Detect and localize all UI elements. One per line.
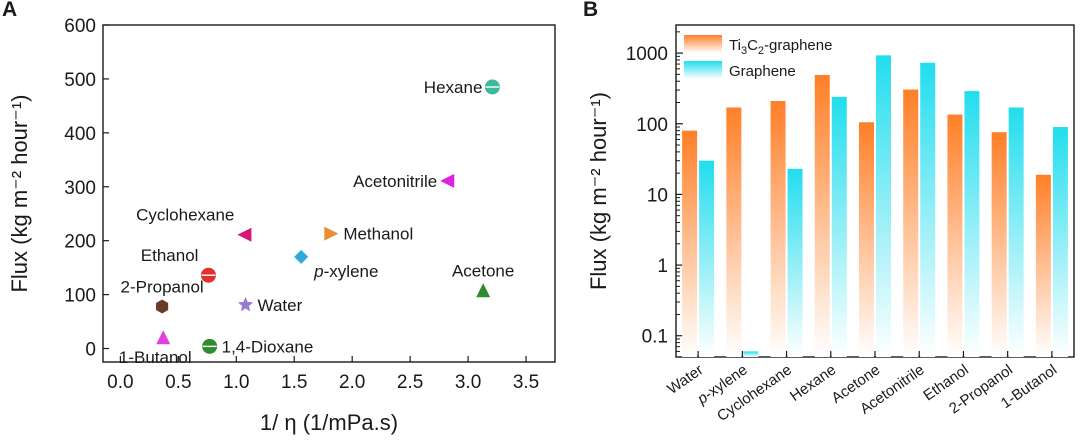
data-point-water-marker	[237, 296, 254, 312]
italic-prefix: p	[313, 262, 323, 281]
y-tick-label: 100	[636, 115, 668, 136]
bar-graphene-acetonitrile	[920, 62, 936, 357]
bar-graphene-ethanol	[964, 91, 980, 357]
data-point-hexane: Hexane	[424, 78, 500, 97]
scatter-chart-a: 0.0 0.5 1.0 1.5 2.0 2.5 3.0 3.5 0 100 200 300 400 500…	[7, 16, 556, 435]
legend-label-ti3c2-graphene: Ti3C2-graphene	[729, 37, 832, 57]
data-point-cyclohexane: Cyclohexane	[136, 206, 252, 242]
data-point-methanol: Methanol	[324, 225, 413, 244]
label-rest: -xylene	[324, 262, 379, 281]
x-tick-label: 3.0	[455, 372, 481, 393]
bar-graphene-acetone	[876, 55, 891, 357]
bar-graphene-cyclohexane	[787, 168, 803, 357]
data-point-water: Water	[237, 296, 303, 315]
legend-text-part: C	[747, 37, 758, 54]
data-point-acetone-label: Acetone	[452, 261, 514, 280]
data-point-2-propanol: 2-Propanol	[121, 277, 204, 314]
data-point-cyclohexane-label: Cyclohexane	[136, 206, 234, 225]
panel-label-b: B	[583, 0, 599, 21]
legend-subscript: 2	[758, 45, 764, 57]
data-point-p-xylene-marker	[294, 249, 309, 264]
y-tick-label: 500	[64, 70, 96, 91]
y-tick-label: 100	[64, 286, 96, 307]
bar-ti3c2-graphene-ethanol	[947, 114, 963, 357]
bar-ti3c2-graphene-acetonitrile	[903, 89, 919, 358]
data-point-1-butanol-marker	[156, 330, 171, 345]
data-point-p-xylene: p-xylene	[294, 249, 378, 281]
y-tick-label: 1000	[626, 44, 668, 65]
x-tick-label: 1.5	[281, 372, 307, 393]
bar-ti3c2-graphene-cyclohexane	[770, 101, 786, 357]
y-tick-label: 10	[647, 185, 668, 206]
data-point-acetonitrile-label: Acetonitrile	[353, 172, 437, 191]
data-point-methanol-label: Methanol	[343, 225, 413, 244]
x-tick-label: 3.5	[513, 372, 539, 393]
y-tick-label: 0.1	[642, 327, 668, 348]
data-point-acetone-marker	[476, 283, 491, 298]
y-tick-label: 0	[85, 340, 96, 361]
bar-ti3c2-graphene-acetone	[859, 122, 874, 357]
bar-ti3c2-graphene-p-xylene	[726, 107, 742, 357]
bar-ti3c2-graphene-water	[682, 130, 698, 357]
x-tick-label: 1.0	[223, 372, 249, 393]
legend-swatch-ti3c2-graphene	[684, 35, 722, 53]
data-point-1-4-dioxane-label: 1,4-Dioxane	[222, 337, 314, 356]
y-axis-title: Flux (kg m⁻² hour⁻¹)	[7, 94, 32, 292]
x-tick-label: 2.5	[397, 372, 423, 393]
x-tick-label: 2.0	[339, 372, 365, 393]
data-point-ethanol-label: Ethanol	[141, 246, 199, 265]
legend-text-part: Ti	[729, 37, 741, 54]
data-point-acetonitrile: Acetonitrile	[353, 172, 455, 191]
data-point-hexane-label: Hexane	[424, 78, 483, 97]
x-tick-label: 0.0	[107, 372, 133, 393]
data-point-1-4-dioxane: 1,4-Dioxane	[202, 337, 314, 356]
data-point-2-propanol-marker	[156, 299, 169, 314]
data-point-1-butanol: 1-Butanol	[119, 330, 192, 367]
bar-graphene-1-butanol	[1052, 127, 1068, 357]
bar-graphene-2-propanol	[1008, 107, 1024, 357]
legend-label-graphene: Graphene	[729, 63, 796, 80]
y-axis-title-b: Flux (kg m⁻² hour⁻¹)	[586, 92, 611, 290]
y-tick-label: 1	[657, 256, 668, 277]
bar-graphene-hexane	[831, 96, 847, 358]
plot-frame	[102, 24, 556, 363]
data-point-acetone: Acetone	[452, 261, 514, 298]
data-point-1-butanol-label: 1-Butanol	[119, 348, 192, 367]
x-axis-title: 1/ η (1/mPa.s)	[260, 410, 398, 435]
legend-swatch-graphene	[684, 61, 722, 79]
data-point-methanol-marker	[324, 226, 339, 241]
bar-graphene-water	[699, 160, 715, 357]
x-tick-label: 0.5	[165, 372, 191, 393]
data-point-water-label: Water	[258, 296, 303, 315]
y-tick-label: 600	[64, 16, 96, 37]
y-tick-label: 300	[64, 178, 96, 199]
legend: Ti3C2-graphene Graphene	[684, 35, 832, 80]
bar-ti3c2-graphene-2-propanol	[991, 132, 1007, 357]
bar-graphene-p-xylene	[743, 351, 759, 357]
bar-ti3c2-graphene-hexane	[814, 75, 830, 357]
panel-label-a: A	[2, 0, 18, 21]
data-point-p-xylene-label: p-xylene	[313, 262, 378, 281]
bar-ti3c2-graphene-1-butanol	[1035, 174, 1051, 357]
legend-text-part: -graphene	[764, 37, 832, 54]
data-point-cyclohexane-marker	[237, 227, 252, 242]
data-point-ethanol: Ethanol	[141, 246, 216, 283]
legend-subscript: 3	[741, 45, 747, 57]
data-point-2-propanol-label: 2-Propanol	[121, 277, 204, 296]
data-point-acetonitrile-marker	[440, 173, 455, 188]
y-tick-label: 200	[64, 232, 96, 253]
y-tick-label: 400	[64, 124, 96, 145]
